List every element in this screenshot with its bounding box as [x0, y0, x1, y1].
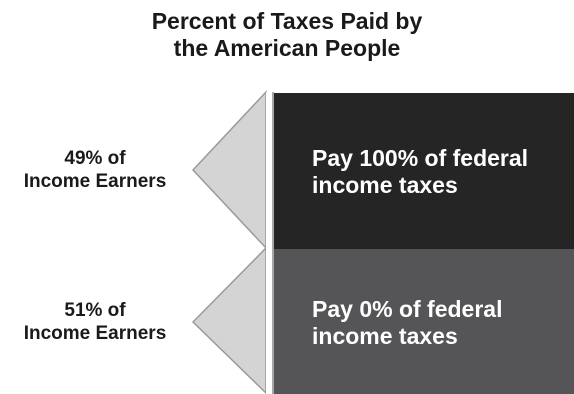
label-top: 49% of Income Earners: [0, 147, 190, 193]
page-title: Percent of Taxes Paid by the American Pe…: [0, 8, 574, 62]
label-top-line-1: 49% of: [64, 148, 126, 169]
title-line-1: Percent of Taxes Paid by: [151, 8, 423, 34]
panel-bottom-text-line-1: Pay 0% of federal: [312, 296, 503, 322]
divider-strip: [266, 92, 273, 394]
panel-bottom: [274, 249, 574, 394]
panel-bottom-text-line-2: income taxes: [312, 323, 458, 349]
label-bottom-line-2: Income Earners: [23, 323, 167, 344]
label-bottom: 51% of Income Earners: [0, 299, 190, 345]
arrow-bottom: [191, 246, 267, 394]
arrow-top: [191, 90, 267, 250]
title-line-2: the American People: [173, 35, 401, 61]
panel-bottom-text: Pay 0% of federal income taxes: [312, 296, 567, 350]
panel-top: [274, 93, 574, 249]
panel-top-text-line-1: Pay 100% of federal: [312, 145, 529, 171]
label-bottom-line-1: 51% of: [64, 300, 126, 321]
panel-top-text-line-2: income taxes: [312, 172, 458, 198]
panel-top-text: Pay 100% of federal income taxes: [312, 145, 567, 199]
label-top-line-2: Income Earners: [23, 171, 167, 192]
